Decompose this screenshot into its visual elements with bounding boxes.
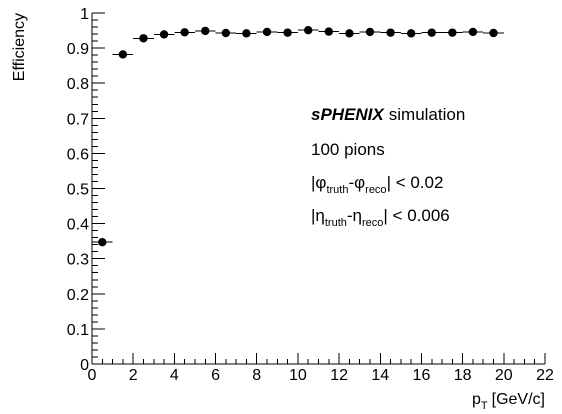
ticks-layer: 0 2 4 6 8 10 12 14 16 18 20 22 0 0.1 0.2 0.3 0.4 0.5 0.6 0.… — [67, 6, 554, 384]
data-point-12 — [345, 29, 354, 38]
y-tick-label-1: 1 — [80, 6, 89, 23]
x-axis-label: pT [GeV/c] — [472, 391, 545, 412]
annotation-line-4-pre: |η — [311, 206, 325, 225]
data-point-8 — [262, 27, 272, 37]
x-tick-label-14: 14 — [371, 367, 389, 384]
annotation-line-4-post: | < 0.006 — [383, 206, 449, 225]
x-tick-label-22: 22 — [536, 367, 554, 384]
y-tick-label-0.9: 0.9 — [67, 41, 89, 58]
annotation-line-1: sPHENIX simulation — [311, 105, 465, 124]
annotation-line-4-sub1: truth — [325, 217, 347, 229]
data-point-11 — [324, 27, 333, 36]
annotation-simulation: simulation — [389, 105, 466, 124]
data-point-17 — [448, 28, 457, 37]
data-point-3 — [159, 30, 169, 39]
annotation-line-3-mid: -φ — [348, 173, 365, 192]
data-point-5 — [201, 26, 210, 36]
data-point-18 — [468, 27, 478, 37]
x-axis-label-main: p — [472, 391, 481, 408]
annotation-brand: sPHENIX — [311, 105, 385, 124]
annotation-line-3-pre: |φ — [311, 173, 326, 192]
y-axis-label: Efficiency — [11, 13, 28, 81]
data-point-14 — [386, 28, 395, 37]
y-tick-label-0.7: 0.7 — [67, 111, 89, 128]
x-tick-label-12: 12 — [330, 367, 348, 384]
y-tick-label-0.2: 0.2 — [67, 287, 89, 304]
annotation-line-4-mid: -η — [347, 206, 362, 225]
y-tick-label-0.3: 0.3 — [67, 252, 89, 269]
x-tick-label-20: 20 — [495, 367, 513, 384]
y-tick-label-0: 0 — [80, 357, 89, 374]
x-tick-label-6: 6 — [211, 367, 220, 384]
x-tick-label-10: 10 — [289, 367, 307, 384]
y-tick-label-0.8: 0.8 — [67, 76, 89, 93]
annotation-line-4: |ηtruth-ηreco| < 0.006 — [311, 206, 450, 229]
data-point-9 — [283, 28, 292, 37]
data-point-16 — [427, 28, 436, 37]
annotation-line-3: |φtruth-φreco| < 0.02 — [311, 173, 443, 196]
annotation-line-3-sub2: reco — [365, 184, 386, 196]
x-tick-label-18: 18 — [454, 367, 472, 384]
x-tick-label-0: 0 — [88, 367, 97, 384]
data-point-19 — [489, 28, 498, 38]
data-point-15 — [406, 29, 416, 38]
data-point-1 — [118, 50, 128, 59]
x-tick-label-8: 8 — [252, 367, 261, 384]
y-tick-label-0.1: 0.1 — [67, 322, 89, 339]
x-tick-label-2: 2 — [129, 367, 138, 384]
x-axis-label-unit: [GeV/c] — [492, 391, 545, 408]
x-axis-label-sub: T — [481, 400, 488, 412]
annotation-line-4-sub2: reco — [362, 217, 383, 229]
data-point-4 — [180, 28, 189, 37]
x-tick-label-4: 4 — [170, 367, 179, 384]
data-point-0 — [98, 238, 107, 247]
data-point-13 — [365, 27, 375, 37]
annotation-line-3-post: | < 0.02 — [387, 173, 444, 192]
data-point-2 — [139, 34, 148, 43]
annotation-line-2: 100 pions — [311, 140, 385, 159]
data-point-7 — [242, 29, 251, 38]
annotation-line-3-sub1: truth — [326, 184, 348, 196]
y-tick-label-0.5: 0.5 — [67, 182, 89, 199]
data-point-6 — [221, 28, 231, 38]
x-tick-label-16: 16 — [413, 367, 431, 384]
y-tick-label-0.6: 0.6 — [67, 146, 89, 163]
y-tick-label-0.4: 0.4 — [67, 217, 89, 234]
data-point-10 — [304, 25, 313, 35]
data-points-layer — [98, 25, 498, 247]
